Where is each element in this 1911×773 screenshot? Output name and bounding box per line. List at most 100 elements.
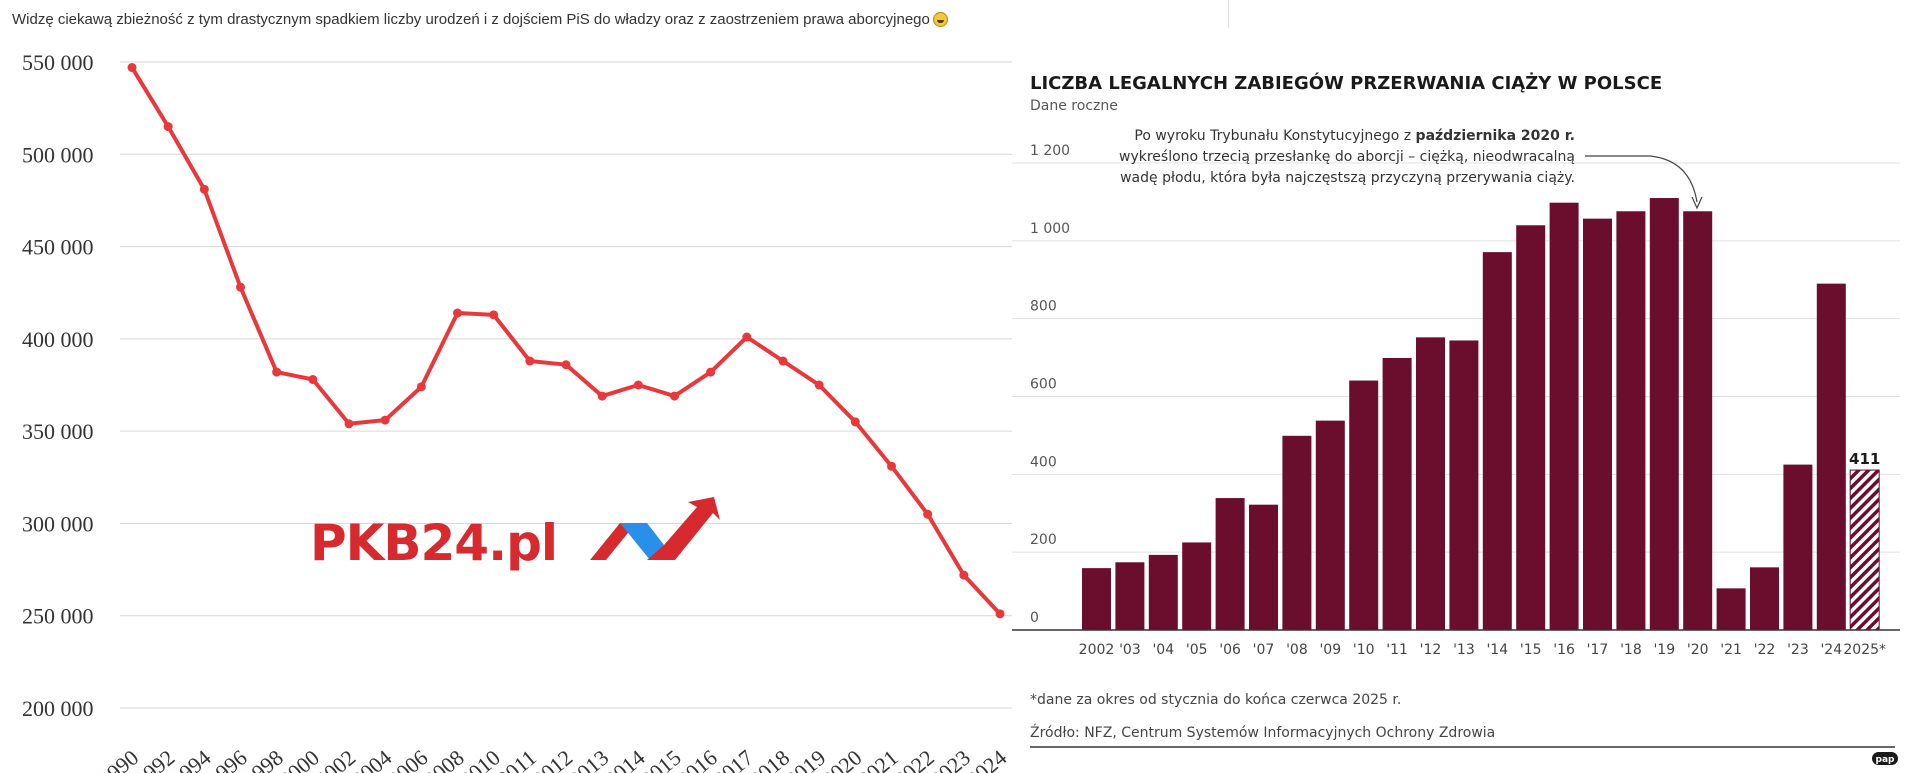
y-tick-label: 550 000	[22, 50, 94, 75]
data-point	[670, 391, 679, 401]
data-point	[887, 461, 896, 471]
x-tick-label: 2002	[1079, 642, 1115, 658]
data-point	[272, 367, 282, 377]
bar	[1583, 218, 1612, 631]
x-tick-label: 2025*	[1843, 642, 1886, 658]
data-point	[525, 356, 535, 366]
annotation-line-2: wykreślono trzecią przesłankę do aborcji…	[1119, 149, 1575, 165]
y-tick-label: 450 000	[22, 235, 94, 260]
data-point	[995, 609, 1005, 619]
grinning-face-icon	[932, 12, 948, 27]
y-tick-label: 250 000	[22, 604, 94, 629]
bar	[1750, 567, 1779, 630]
bar	[1215, 498, 1245, 630]
x-tick-label: '20	[1687, 642, 1709, 658]
bar	[1182, 542, 1212, 630]
x-tick-label: '10	[1353, 642, 1375, 658]
y-tick-label: 1 000	[1030, 221, 1070, 237]
y-tick-label: 350 000	[22, 419, 94, 444]
data-point	[959, 570, 969, 580]
watermark-arrow-part	[647, 497, 720, 560]
y-tick-label: 1 200	[1030, 143, 1070, 159]
y-tick-label: 600	[1030, 377, 1057, 393]
partial-year-value-label: 411	[1849, 450, 1880, 468]
bar	[1282, 435, 1312, 630]
annotation-text: Po wyroku Trybunału Konstytucyjnego z	[1134, 128, 1415, 144]
data-point	[163, 122, 173, 132]
caption-text: Widzę ciekawą zbieżność z tym drastyczny…	[12, 11, 930, 28]
x-tick-label: '15	[1520, 642, 1542, 658]
data-point	[850, 417, 860, 427]
x-tick-label: '12	[1420, 642, 1442, 658]
bar	[1716, 588, 1746, 630]
pap-logo-badge	[1872, 752, 1898, 765]
x-tick-label: '19	[1653, 642, 1675, 658]
watermark-arrow-part	[590, 523, 636, 560]
bar	[1683, 211, 1713, 631]
footnote: *dane za okres od stycznia do końca czer…	[1030, 692, 1401, 708]
x-tick-label: '13	[1453, 642, 1475, 658]
annotation-line-1: Po wyroku Trybunału Konstytucyjnego z pa…	[1134, 128, 1575, 144]
annotation-arrow	[1585, 155, 1698, 203]
x-tick-label: '24	[1820, 642, 1842, 658]
x-tick-label: '18	[1620, 642, 1642, 658]
bar	[1148, 554, 1178, 630]
x-tick-label: '09	[1319, 642, 1341, 658]
bar	[1816, 283, 1846, 630]
pkb24-watermark: PKB24.pl	[310, 497, 720, 572]
data-point	[597, 391, 607, 401]
x-tick-label: '03	[1119, 642, 1141, 658]
x-tick-label: '16	[1553, 642, 1575, 658]
bar	[1549, 202, 1579, 630]
post-caption: Widzę ciekawą zbieżność z tym drastyczny…	[12, 11, 948, 28]
y-tick-label: 800	[1030, 299, 1057, 315]
data-point	[814, 380, 824, 390]
y-tick-label: 0	[1030, 610, 1039, 626]
watermark-text: PKB24.pl	[310, 514, 557, 572]
data-point	[416, 382, 426, 392]
data-point	[633, 380, 643, 390]
x-tick-label: '08	[1286, 642, 1308, 658]
bar	[1849, 469, 1880, 631]
data-point	[236, 282, 245, 292]
x-tick-label: '22	[1754, 642, 1776, 658]
bar	[1382, 357, 1412, 630]
y-tick-label: 400	[1030, 454, 1057, 470]
annotation-line-3: wadę płodu, która była najczęstszą przyc…	[1120, 170, 1575, 186]
chart-subtitle: Dane roczne	[1030, 98, 1118, 114]
x-tick-label: '05	[1186, 642, 1208, 658]
data-point	[923, 509, 933, 519]
bar	[1616, 211, 1646, 631]
x-tick-label: '04	[1152, 642, 1174, 658]
bar	[1416, 337, 1445, 630]
annotation-arrowhead	[1691, 196, 1703, 210]
data-point	[778, 356, 788, 366]
y-tick-label: 200	[1030, 532, 1057, 548]
annotation-bold-date: października 2020 r.	[1416, 128, 1575, 144]
data-point	[127, 63, 137, 73]
data-point	[308, 374, 318, 384]
bar	[1783, 464, 1813, 630]
bar	[1516, 225, 1546, 630]
data-point	[199, 184, 209, 194]
x-tick-label: '14	[1486, 642, 1508, 658]
chart-title: LICZBA LEGALNYCH ZABIEGÓW PRZERWANIA CIĄ…	[1030, 72, 1662, 94]
bar	[1082, 568, 1111, 630]
data-point	[561, 360, 571, 370]
bar	[1115, 562, 1145, 630]
bar	[1349, 380, 1379, 630]
data-point	[453, 308, 462, 318]
bar	[1449, 340, 1479, 630]
data-point	[489, 310, 499, 320]
bar	[1649, 198, 1679, 630]
births-line-chart: 200 000 250 000 300 000 350 000 400 000 450 0…	[22, 50, 1012, 773]
panel-separator	[1228, 0, 1229, 28]
bar	[1315, 420, 1345, 630]
data-point	[344, 419, 354, 429]
y-tick-label: 200 000	[22, 696, 94, 721]
y-tick-label: 500 000	[22, 142, 94, 167]
data-point	[380, 415, 390, 425]
x-tick-label: '23	[1787, 642, 1809, 658]
data-point	[706, 367, 716, 377]
